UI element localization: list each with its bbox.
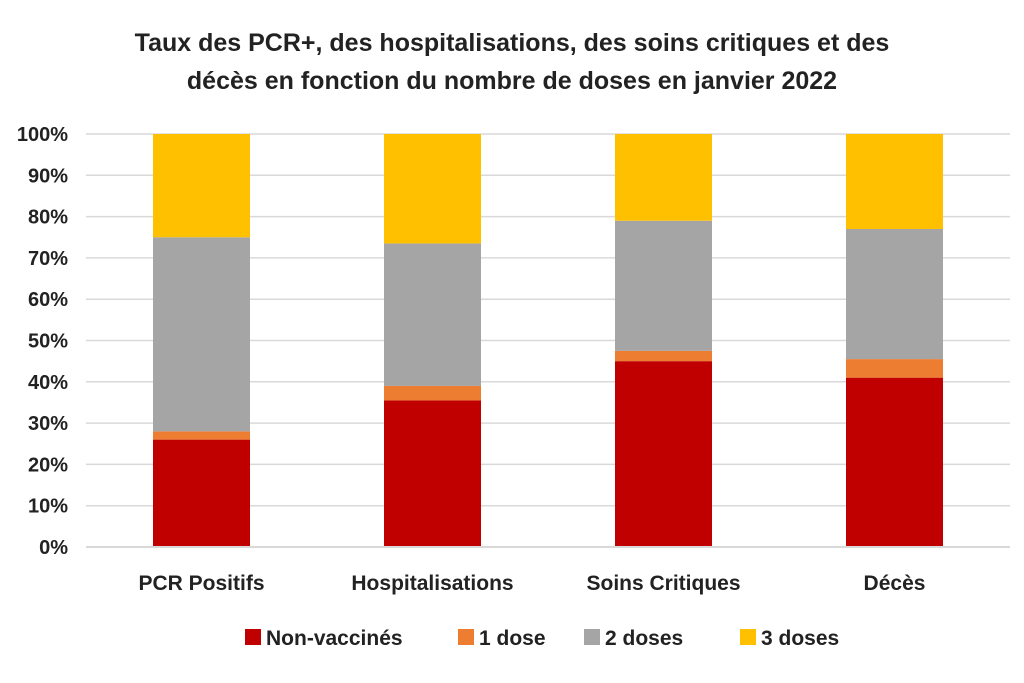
bar-segment	[153, 439, 250, 547]
legend-swatch	[740, 629, 756, 645]
legend-label: 3 doses	[761, 627, 839, 650]
y-tick-label: 40%	[28, 372, 68, 394]
bar-segment	[153, 134, 250, 238]
bar-segment	[153, 431, 250, 440]
chart-title-line-1: Taux des PCR+, des hospitalisations, des…	[134, 29, 890, 57]
y-tick-label: 50%	[28, 331, 68, 353]
bar-segment	[384, 134, 481, 244]
bar-segment	[846, 134, 943, 229]
bar-segment	[846, 228, 943, 360]
legend-label: Non-vaccinés	[266, 627, 403, 650]
y-tick-label: 60%	[28, 289, 68, 311]
bar-segment	[384, 385, 481, 401]
bar-segment	[615, 350, 712, 362]
chart-title-line-2: décès en fonction du nombre de doses en …	[186, 67, 838, 95]
y-tick-label: 90%	[28, 165, 68, 187]
x-category-label: Soins Critiques	[586, 572, 740, 595]
chart-title: Taux des PCR+, des hospitalisations, des…	[0, 24, 1024, 100]
y-tick-label: 80%	[28, 207, 68, 229]
y-tick-label: 20%	[28, 454, 68, 476]
legend-swatch	[245, 629, 261, 645]
bar-segment	[615, 134, 712, 221]
y-tick-label: 0%	[39, 537, 68, 559]
bars	[153, 134, 943, 547]
y-tick-label: 10%	[28, 496, 68, 518]
x-category-label: PCR Positifs	[138, 572, 264, 595]
bar-segment	[153, 237, 250, 432]
x-category-label: Décès	[864, 572, 926, 595]
bar-segment	[846, 359, 943, 378]
axes: 0% 10% 20% 30% 40% 50% 60% 70% 80% 90% 100% PCR Pos…	[17, 124, 1010, 595]
bar-segment	[384, 400, 481, 547]
legend-swatch	[584, 629, 600, 645]
y-tick-label: 70%	[28, 248, 68, 270]
y-tick-label: 100%	[17, 124, 68, 146]
legend-label: 1 dose	[479, 627, 546, 650]
bar-segment	[384, 243, 481, 386]
y-tick-label: 30%	[28, 413, 68, 435]
legend-label: 2 doses	[605, 627, 683, 650]
bar-segment	[846, 377, 943, 547]
x-category-label: Hospitalisations	[351, 572, 513, 595]
bar-segment	[615, 361, 712, 547]
bar-segment	[615, 220, 712, 351]
legend-swatch	[458, 629, 474, 645]
legend: Non-vaccinés 1 dose 2 doses 3 doses	[245, 627, 839, 650]
